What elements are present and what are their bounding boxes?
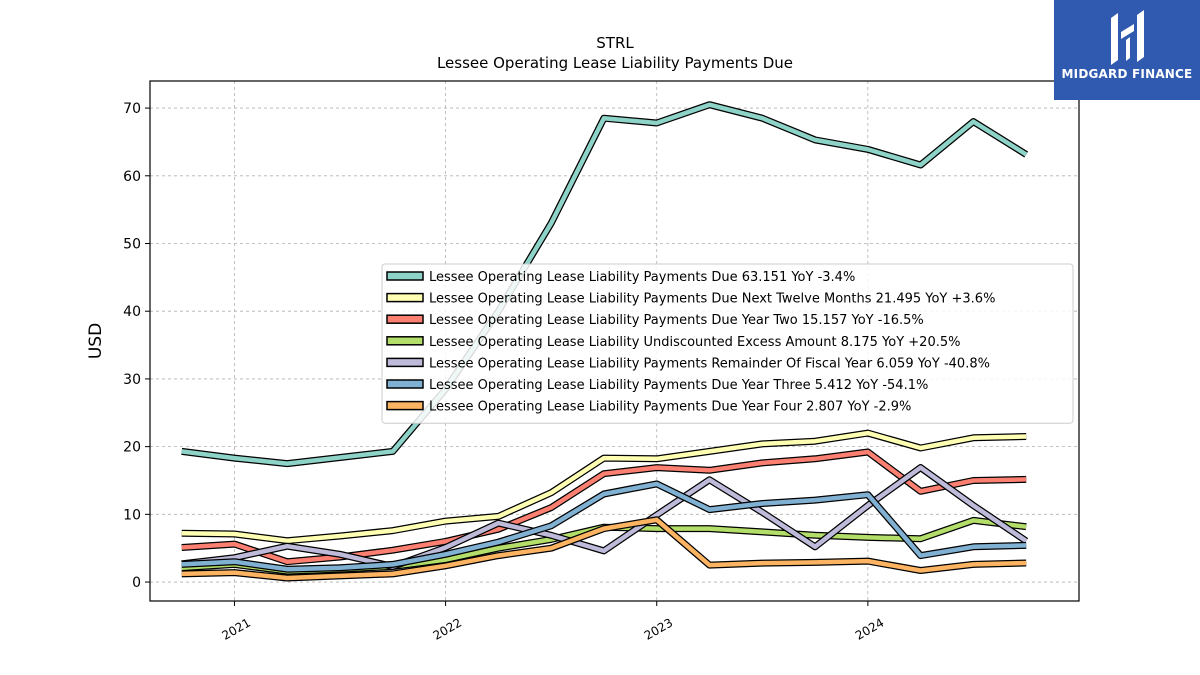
legend: Lessee Operating Lease Liability Payment… bbox=[381, 263, 1074, 424]
y-tick-label: 60 bbox=[123, 169, 141, 185]
axis-ticks: 0 10 20 30 40 50 60 70 2021 2022 2023 2024 bbox=[123, 101, 886, 643]
y-tick-label: 40 bbox=[123, 304, 141, 320]
legend-entry: Lessee Operating Lease Liability Payment… bbox=[429, 400, 911, 415]
legend-swatch bbox=[386, 292, 424, 303]
series-line bbox=[181, 517, 1027, 581]
legend-entry: Lessee Operating Lease Liability Payment… bbox=[429, 292, 995, 307]
logo-mark-icon bbox=[1111, 10, 1144, 65]
series-lines bbox=[181, 101, 1029, 582]
x-tick-label: 2024 bbox=[853, 615, 886, 642]
series-line bbox=[181, 481, 1027, 572]
legend-entry: Lessee Operating Lease Liability Payment… bbox=[429, 270, 855, 285]
chart-subtitle: Lessee Operating Lease Liability Payment… bbox=[437, 54, 793, 72]
legend-swatch bbox=[386, 400, 424, 411]
x-tick-label: 2023 bbox=[642, 615, 675, 642]
series-line bbox=[181, 102, 1028, 466]
x-tick-label: 2022 bbox=[431, 615, 464, 642]
x-tick-label: 2021 bbox=[220, 615, 253, 642]
legend-box bbox=[381, 263, 1074, 424]
plot-frame bbox=[149, 80, 1080, 602]
legend-swatch bbox=[386, 336, 424, 346]
legend-swatch bbox=[386, 379, 424, 389]
legend-swatch bbox=[386, 271, 424, 281]
logo-text: MIDGARD FINANCE bbox=[1061, 67, 1193, 81]
legend-entry: Lessee Operating Lease Liability Undisco… bbox=[429, 335, 960, 350]
series-outline bbox=[181, 448, 1027, 566]
y-tick-label: 50 bbox=[123, 237, 141, 253]
y-axis-label: USD bbox=[86, 323, 106, 359]
legend-entry: Lessee Operating Lease Liability Payment… bbox=[429, 356, 990, 371]
legend-swatch bbox=[386, 357, 424, 368]
legend-swatch bbox=[386, 314, 424, 324]
brand-logo: MIDGARD FINANCE bbox=[1054, 0, 1200, 100]
y-tick-label: 10 bbox=[123, 507, 141, 523]
legend-entry: Lessee Operating Lease Liability Payment… bbox=[429, 313, 924, 328]
y-tick-label: 20 bbox=[123, 440, 141, 456]
y-tick-label: 70 bbox=[123, 101, 141, 117]
legend-entry: Lessee Operating Lease Liability Payment… bbox=[429, 378, 928, 393]
y-tick-label: 30 bbox=[123, 372, 141, 388]
series-line bbox=[181, 465, 1028, 569]
series-line bbox=[181, 449, 1027, 564]
chart-title: STRL bbox=[596, 34, 634, 52]
series-line bbox=[181, 430, 1027, 543]
y-tick-label: 0 bbox=[132, 575, 141, 591]
